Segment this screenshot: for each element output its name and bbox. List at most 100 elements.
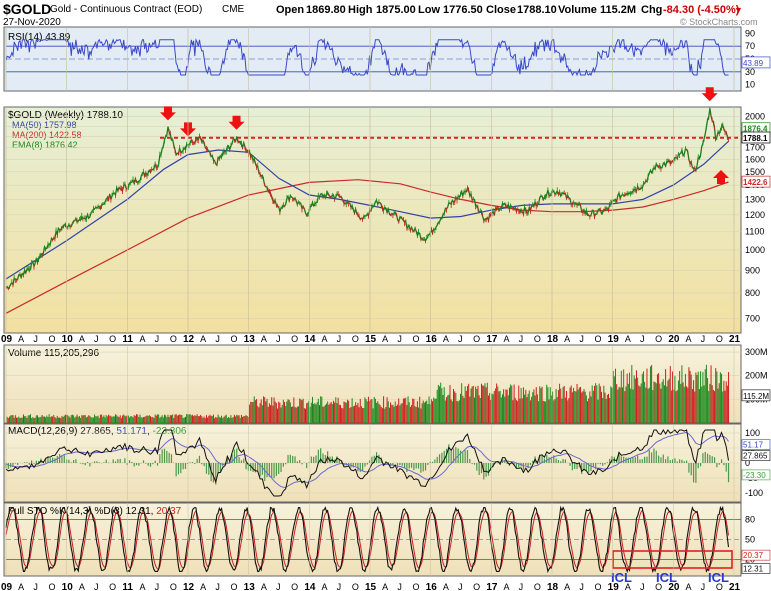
x-axis-month-label: O: [413, 334, 420, 344]
x-axis-month-label: A: [686, 334, 692, 344]
high-value: 1875.00: [376, 4, 416, 16]
high-label: High: [348, 4, 373, 16]
x-axis-month-label: A: [140, 334, 146, 344]
x-axis-month-label: A: [322, 334, 328, 344]
chart-date: 27-Nov-2020: [3, 17, 61, 28]
ma50-line: [5, 140, 729, 280]
close-label: Close: [486, 4, 516, 16]
volume-title: Volume 115,205,296: [8, 348, 99, 359]
volume-panel: Volume 115,205,296 300M200M100M115.2M: [3, 344, 771, 424]
x-axis-month-label: J: [640, 334, 645, 344]
price-tick-label: 1000: [745, 245, 765, 255]
x-axis-month-label: J: [337, 334, 342, 344]
ma50-legend: MA(50) 1757.98: [12, 120, 77, 130]
x-axis-month-label: A: [140, 582, 146, 591]
macd-panel: MACD(12,26,9) 27.865, 51.171, -23.306 10…: [3, 423, 771, 503]
sto-tag-box: [741, 563, 771, 574]
volume-value: 115.2M: [600, 4, 637, 16]
x-axis-month-label: J: [579, 334, 584, 344]
x-axis-month-label: J: [215, 582, 220, 591]
price-panel: $GOLD (Weekly) 1788.10 MA(50) 1757.98 MA…: [3, 87, 771, 334]
x-axis-month-label: O: [49, 582, 56, 591]
price-tick-label: 1600: [745, 154, 765, 164]
macd-tag-label: -23.30: [743, 471, 766, 480]
x-axis-month-label: J: [276, 334, 281, 344]
x-axis-month-label: J: [640, 582, 645, 591]
macd-tick-label: 100: [745, 428, 760, 438]
x-axis-month-label: J: [94, 582, 99, 591]
x-axis-month-label: A: [564, 334, 570, 344]
x-axis-month-label: J: [397, 334, 402, 344]
macd-tag-label: 27.865: [743, 452, 768, 461]
price-tick-label: 2000: [745, 111, 765, 121]
x-axis-month-label: A: [504, 582, 510, 591]
x-axis-month-label: O: [473, 334, 480, 344]
open-label: Open: [276, 4, 305, 16]
x-axis-month-label: O: [655, 582, 662, 591]
x-axis-year-label: 12: [183, 582, 195, 591]
x-axis-month-label: O: [291, 582, 298, 591]
x-axis-year-label: 17: [486, 582, 498, 591]
x-axis-month-label: A: [261, 334, 267, 344]
x-axis-year-label: 21: [729, 334, 741, 345]
macd-tag-box: [741, 469, 771, 481]
macd-tick-label: 0: [745, 458, 750, 468]
x-axis-year-label: 20: [668, 582, 680, 591]
x-axis-month-label: J: [579, 582, 584, 591]
volume-label: Volume: [558, 4, 597, 16]
price-tick-label: 800: [745, 288, 760, 298]
x-axis-year-label: 15: [365, 582, 377, 591]
x-axis-month-label: A: [382, 582, 388, 591]
x-axis-month-label: J: [33, 334, 38, 344]
macd-tag-label: 51.17: [743, 441, 764, 450]
x-axis-year-label: 20: [668, 334, 680, 345]
x-axis-month-label: A: [322, 582, 328, 591]
x-axis-month-label: J: [155, 582, 160, 591]
price-tag-box: [741, 175, 771, 188]
x-axis-month-label: J: [519, 334, 524, 344]
down-arrow-icon: [701, 87, 718, 102]
rsi-tick-label: 30: [745, 67, 755, 77]
low-label: Low: [418, 4, 440, 16]
chg-down-icon: ▼: [734, 5, 743, 15]
x-axis-month-label: O: [534, 334, 541, 344]
icl-label-2: ICL: [656, 570, 677, 585]
x-axis-month-label: A: [18, 334, 24, 344]
sto-title: Full STO %K(14,3) %D(3) 12.31, 20.37: [8, 506, 182, 517]
x-axis-year-label: 19: [608, 334, 620, 345]
rsi-tick-label: 10: [745, 80, 755, 90]
price-tick-label: 900: [745, 265, 760, 275]
price-tick-label: 1200: [745, 210, 765, 220]
price-tag-box: [741, 131, 771, 144]
x-axis-month-label: A: [443, 334, 449, 344]
ma200-legend: MA(200) 1422.58: [12, 130, 82, 140]
x-axis-month-label: J: [458, 334, 463, 344]
x-axis-month-label: O: [170, 334, 177, 344]
x-axis-month-label: A: [686, 582, 692, 591]
watermark: © StockCharts.com: [680, 17, 758, 27]
x-axis-year-label: 18: [547, 582, 559, 591]
x-axis-month-label: O: [231, 582, 238, 591]
rsi-title: RSI(14) 43.89: [8, 32, 71, 43]
instrument-name: Gold - Continuous Contract (EOD): [50, 4, 203, 15]
x-axis-month-label: O: [109, 582, 116, 591]
open-value: 1869.80: [306, 4, 346, 16]
symbol: $GOLD: [3, 1, 52, 17]
price-tick-label: 1300: [745, 194, 765, 204]
sto-tag-label: 12.31: [743, 565, 764, 574]
exchange: CME: [222, 4, 245, 15]
down-arrow-icon: [228, 115, 245, 130]
x-axis-month-label: A: [200, 582, 206, 591]
x-axis-month-label: O: [595, 582, 602, 591]
sto-tick-label: 80: [745, 515, 755, 525]
x-axis-month-label: O: [352, 334, 359, 344]
chart-header: $GOLD Gold - Continuous Contract (EOD) C…: [0, 0, 771, 28]
x-axis-year-label: 13: [244, 582, 256, 591]
sto-tick-label: 50: [745, 535, 755, 545]
macd-line: [5, 428, 729, 497]
x-axis-month-label: J: [94, 334, 99, 344]
x-axis-month-label: A: [200, 334, 206, 344]
x-axis-month-label: A: [79, 334, 85, 344]
x-axis-year-label: 10: [62, 334, 74, 345]
